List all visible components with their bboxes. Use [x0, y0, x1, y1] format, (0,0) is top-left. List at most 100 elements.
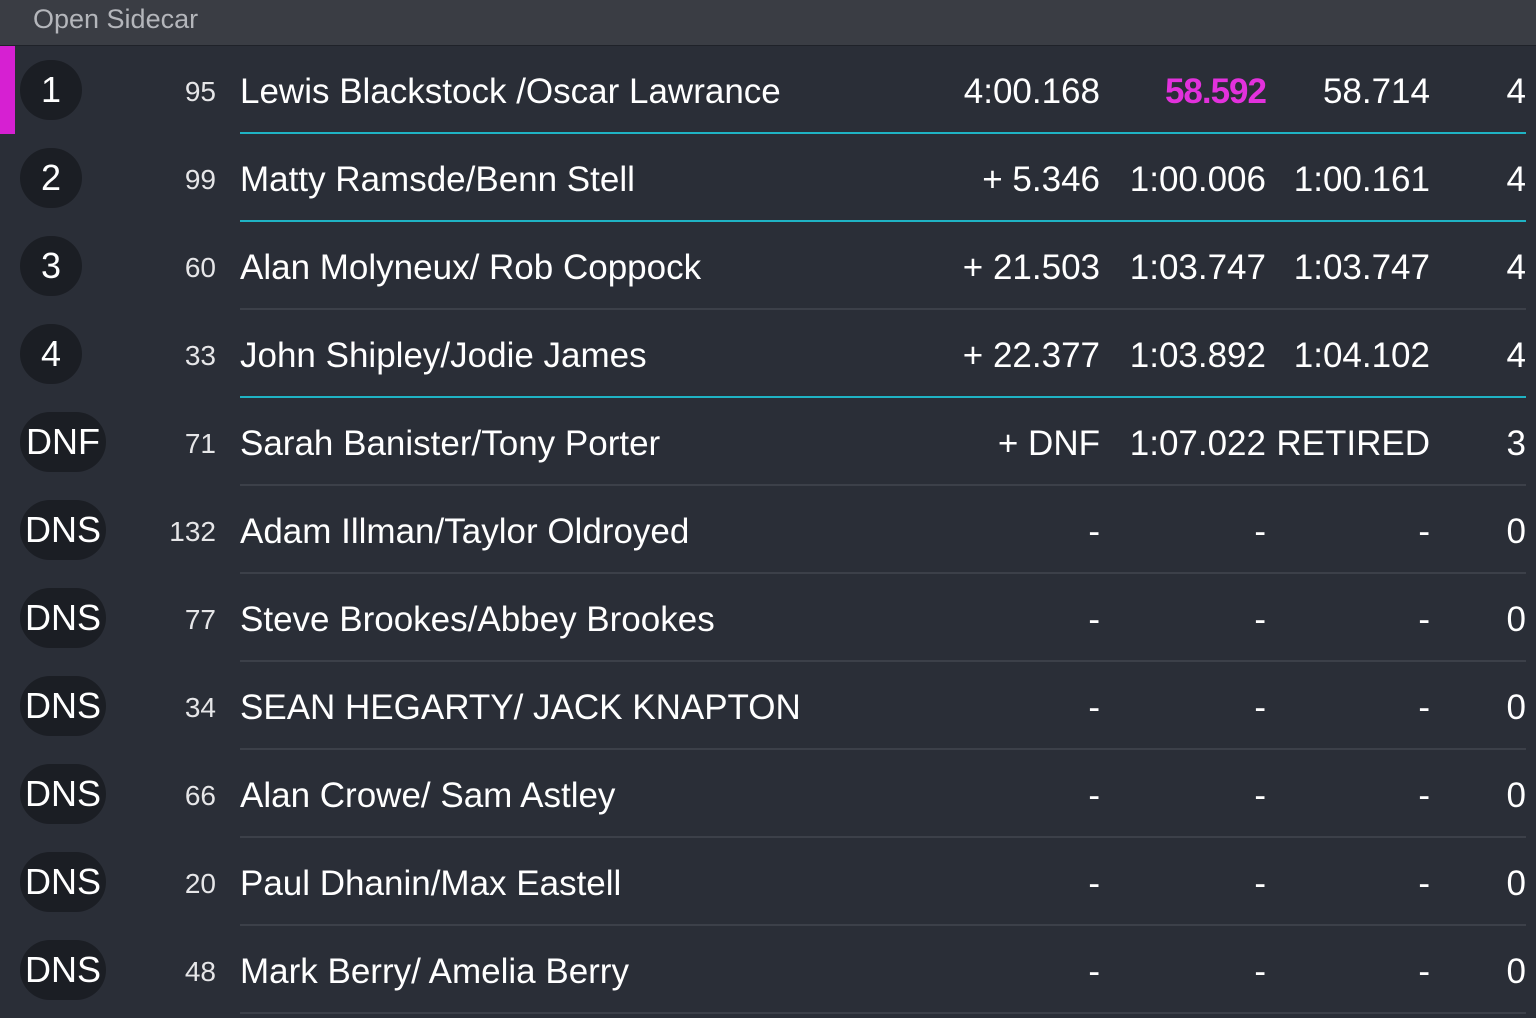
position-badge: DNS: [20, 852, 106, 912]
last-lap: -: [1418, 952, 1430, 991]
gap-time: -: [1088, 952, 1100, 991]
result-row-3[interactable]: 3 60 Alan Molyneux/ Rob Coppock + 21.503…: [0, 222, 1536, 310]
gap-time: -: [1088, 688, 1100, 727]
leader-marker: [0, 46, 15, 134]
row-divider: [240, 308, 1526, 310]
last-lap: -: [1418, 864, 1430, 903]
result-row-8[interactable]: DNS 34 SEAN HEGARTY/ JACK KNAPTON - - - …: [0, 662, 1536, 750]
row-divider: [240, 132, 1526, 134]
row-divider: [240, 660, 1526, 662]
gap-time: + DNF: [997, 424, 1100, 463]
row-divider: [240, 836, 1526, 838]
last-lap: 1:00.161: [1293, 160, 1430, 199]
car-number: 48: [184, 956, 216, 987]
result-row-5[interactable]: DNF 71 Sarah Banister/Tony Porter + DNF …: [0, 398, 1536, 486]
gap-time: -: [1088, 512, 1100, 551]
position-badge: DNS: [20, 764, 106, 824]
last-lap: -: [1418, 600, 1430, 639]
crew-name: Lewis Blackstock /Oscar Lawrance: [240, 72, 781, 111]
gap-time: -: [1088, 864, 1100, 903]
laps-count: 0: [1506, 952, 1526, 991]
last-lap: -: [1418, 776, 1430, 815]
crew-name: John Shipley/Jodie James: [240, 336, 647, 375]
gap-time: + 22.377: [962, 336, 1100, 375]
position-badge: DNF: [20, 412, 106, 472]
gap-time: -: [1088, 776, 1100, 815]
car-number: 34: [184, 692, 216, 723]
car-number: 77: [184, 604, 216, 635]
result-row-9[interactable]: DNS 66 Alan Crowe/ Sam Astley - - - 0: [0, 750, 1536, 838]
last-lap: 1:03.747: [1293, 248, 1430, 287]
best-lap: -: [1254, 864, 1266, 903]
result-row-6[interactable]: DNS 132 Adam Illman/Taylor Oldroyed - - …: [0, 486, 1536, 574]
laps-count: 0: [1506, 600, 1526, 639]
best-lap: 1:07.022: [1129, 424, 1266, 463]
position-badge: DNS: [20, 588, 106, 648]
results-table: 1 95 Lewis Blackstock /Oscar Lawrance 4:…: [0, 46, 1536, 1014]
result-row-4[interactable]: 4 33 John Shipley/Jodie James + 22.377 1…: [0, 310, 1536, 398]
laps-count: 0: [1506, 688, 1526, 727]
results-header: Open Sidecar: [0, 0, 1536, 46]
car-number: 66: [184, 780, 216, 811]
best-lap: 1:00.006: [1129, 160, 1266, 199]
position-badge: 1: [20, 60, 82, 120]
crew-name: Sarah Banister/Tony Porter: [240, 424, 661, 463]
result-row-1[interactable]: 1 95 Lewis Blackstock /Oscar Lawrance 4:…: [0, 46, 1536, 134]
car-number: 99: [184, 164, 216, 195]
last-lap: RETIRED: [1276, 424, 1430, 463]
gap-time: -: [1088, 600, 1100, 639]
crew-name: SEAN HEGARTY/ JACK KNAPTON: [240, 688, 801, 727]
laps-count: 0: [1506, 512, 1526, 551]
row-divider: [240, 484, 1526, 486]
best-lap: 1:03.892: [1129, 336, 1266, 375]
car-number: 33: [184, 340, 216, 371]
position-badge: DNS: [20, 500, 106, 560]
result-row-7[interactable]: DNS 77 Steve Brookes/Abbey Brookes - - -…: [0, 574, 1536, 662]
last-lap: -: [1418, 688, 1430, 727]
crew-name: Steve Brookes/Abbey Brookes: [240, 600, 715, 639]
laps-count: 0: [1506, 864, 1526, 903]
row-divider: [240, 220, 1526, 222]
last-lap: 58.714: [1322, 72, 1430, 111]
best-lap: -: [1254, 688, 1266, 727]
crew-name: Paul Dhanin/Max Eastell: [240, 864, 622, 903]
crew-name: Adam Illman/Taylor Oldroyed: [240, 512, 690, 551]
crew-name: Alan Crowe/ Sam Astley: [240, 776, 616, 815]
result-row-2[interactable]: 2 99 Matty Ramsde/Benn Stell + 5.346 1:0…: [0, 134, 1536, 222]
row-divider: [240, 572, 1526, 574]
crew-name: Mark Berry/ Amelia Berry: [240, 952, 629, 991]
last-lap: -: [1418, 512, 1430, 551]
gap-time: 4:00.168: [963, 72, 1100, 111]
position-badge: DNS: [20, 676, 106, 736]
car-number: 60: [184, 252, 216, 283]
row-divider: [240, 1012, 1526, 1014]
position-badge: DNS: [20, 940, 106, 1000]
car-number: 132: [169, 516, 216, 547]
best-lap: 1:03.747: [1129, 248, 1266, 287]
best-lap: -: [1254, 512, 1266, 551]
gap-time: + 5.346: [982, 160, 1100, 199]
laps-count: 0: [1506, 776, 1526, 815]
car-number: 95: [184, 76, 216, 107]
car-number: 20: [184, 868, 216, 899]
position-badge: 3: [20, 236, 82, 296]
result-row-10[interactable]: DNS 20 Paul Dhanin/Max Eastell - - - 0: [0, 838, 1536, 926]
best-lap: -: [1254, 776, 1266, 815]
position-badge: 2: [20, 148, 82, 208]
position-badge: 4: [20, 324, 82, 384]
result-row-11[interactable]: DNS 48 Mark Berry/ Amelia Berry - - - 0: [0, 926, 1536, 1014]
row-divider: [240, 924, 1526, 926]
last-lap: 1:04.102: [1293, 336, 1430, 375]
row-divider: [240, 396, 1526, 398]
crew-name: Alan Molyneux/ Rob Coppock: [240, 248, 702, 287]
row-divider: [240, 748, 1526, 750]
laps-count: 4: [1506, 248, 1526, 287]
laps-count: 4: [1506, 336, 1526, 375]
class-title: Open Sidecar: [33, 4, 199, 34]
laps-count: 4: [1506, 72, 1526, 111]
best-lap: 58.592: [1164, 72, 1267, 111]
best-lap: -: [1254, 600, 1266, 639]
laps-count: 3: [1506, 424, 1526, 463]
laps-count: 4: [1506, 160, 1526, 199]
gap-time: + 21.503: [962, 248, 1100, 287]
